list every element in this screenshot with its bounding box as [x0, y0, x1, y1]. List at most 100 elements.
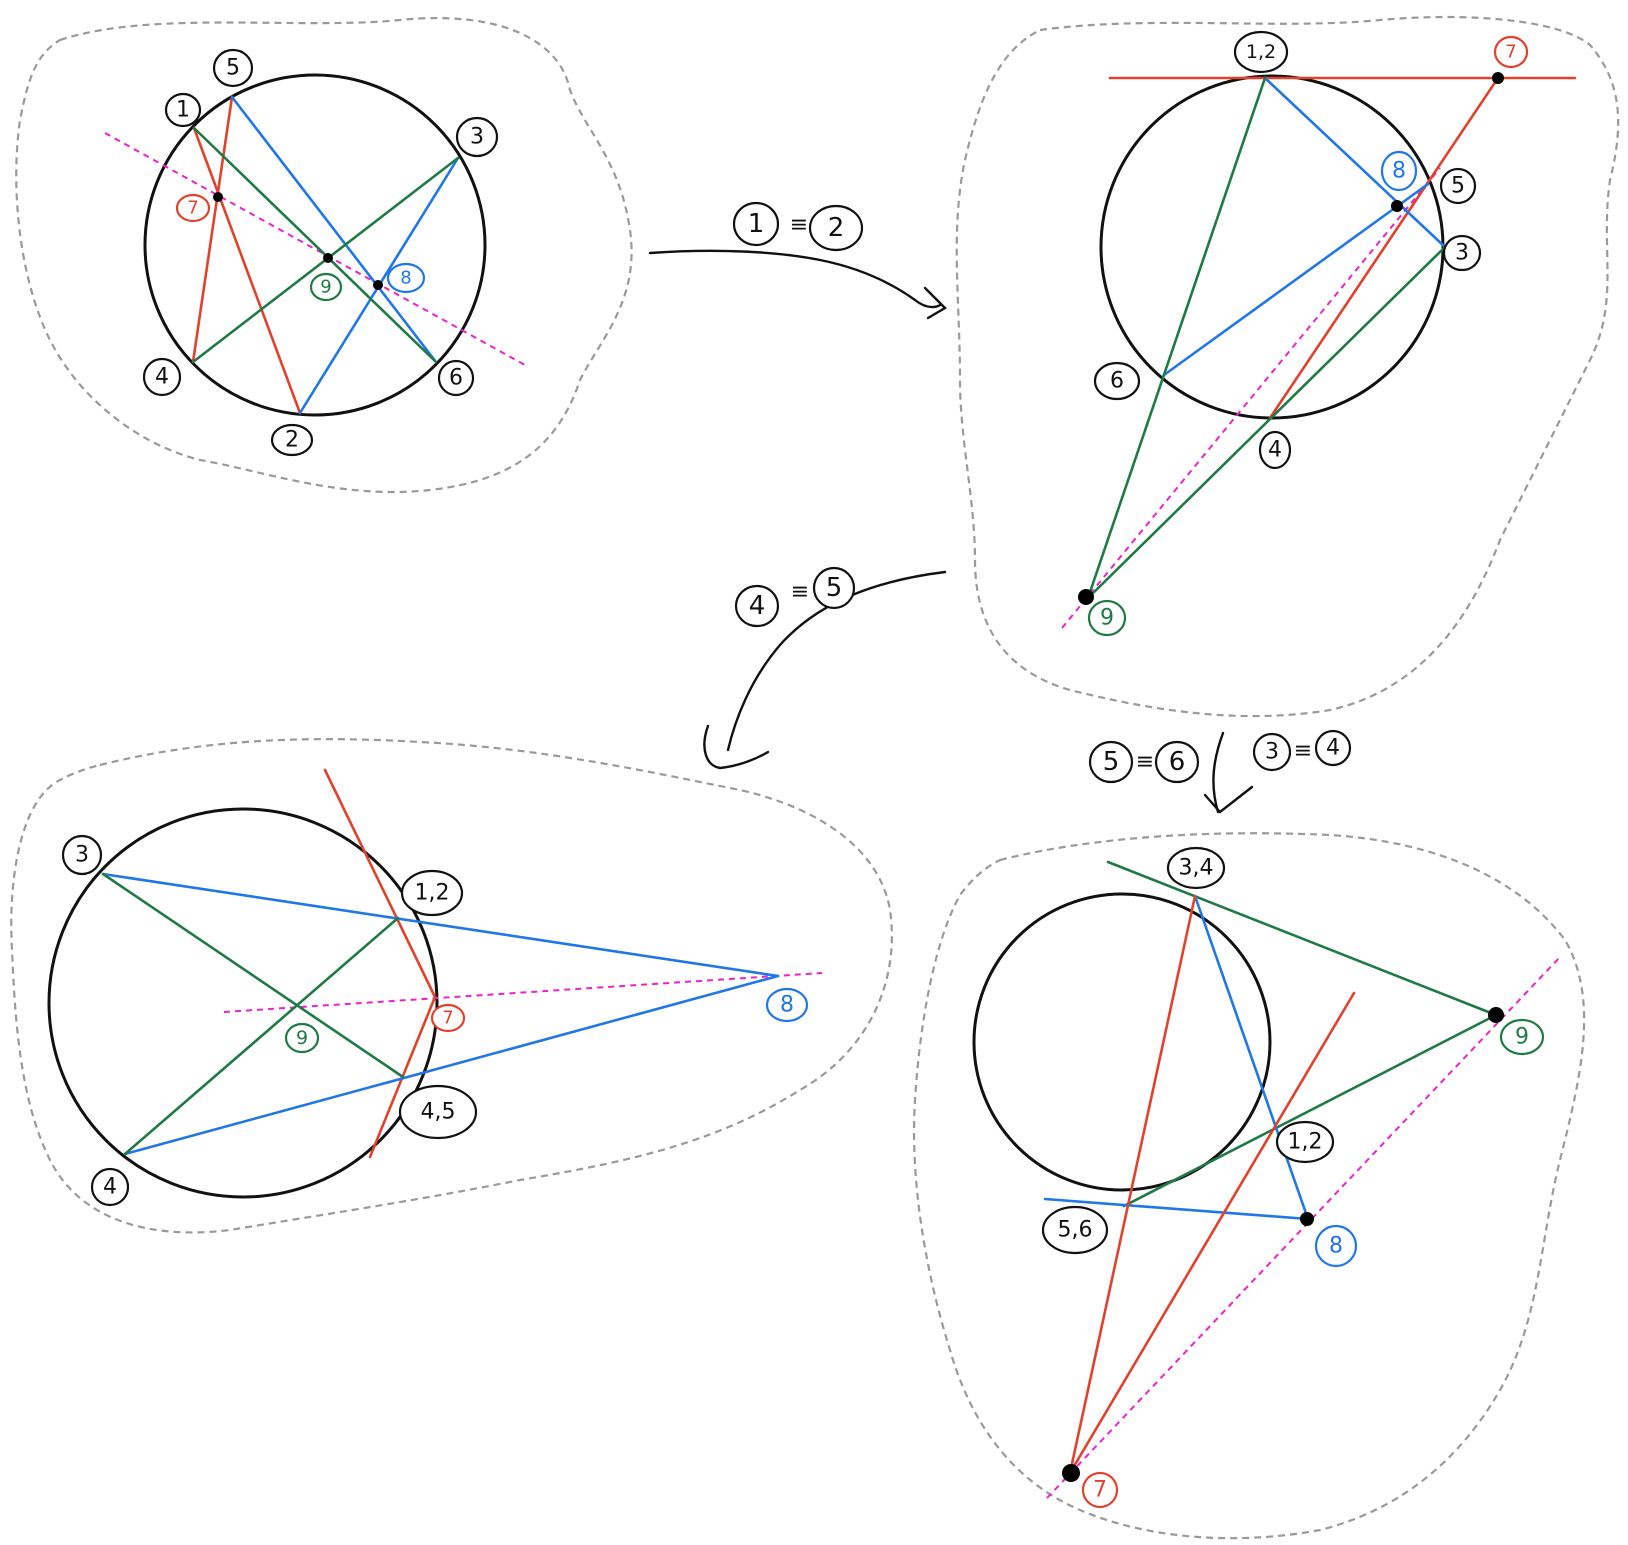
- label-1-2: 1,2: [1233, 30, 1289, 74]
- transition-1-2: 1 ≡ 2: [648, 201, 947, 320]
- panel-bottom-right-pascal-line: [1046, 955, 1562, 1499]
- svg-text:6: 6: [449, 366, 463, 391]
- panel-top-right-pascal-line: [1061, 167, 1441, 629]
- label-3-4: 3,4: [1166, 846, 1226, 890]
- svg-text:4,5: 4,5: [421, 1100, 456, 1125]
- svg-text:7: 7: [187, 198, 198, 219]
- svg-text:7: 7: [1093, 1478, 1107, 1503]
- transition-4-5: 4 ≡ 5: [703, 566, 947, 770]
- panel-top-left: 1 5 3 4 2 6 7 9 8: [15, 16, 633, 494]
- panel-bottom-right-tangent-5-6: [1043, 1197, 1310, 1221]
- svg-text:1,2: 1,2: [1288, 1130, 1323, 1155]
- panel-top-left-point-8: [373, 280, 383, 290]
- panel-top-right-side-1-6: [1086, 76, 1267, 600]
- panel-bottom-left-pascal-line: [223, 972, 823, 1013]
- svg-text:2: 2: [285, 428, 299, 453]
- svg-text:8: 8: [400, 268, 411, 289]
- panel-bottom-right: 3,4 1,2 5,6 9 8 7: [912, 832, 1586, 1540]
- label-9: 9: [1087, 599, 1127, 637]
- label-1-2: 1,2: [1275, 1120, 1335, 1164]
- svg-text:3,4: 3,4: [1179, 856, 1214, 881]
- svg-text:9: 9: [296, 1027, 308, 1049]
- svg-text:4: 4: [103, 1175, 117, 1200]
- label-6: 6: [437, 359, 475, 397]
- svg-text:4: 4: [155, 365, 169, 390]
- svg-text:4: 4: [749, 591, 766, 621]
- label-5: 5: [212, 48, 254, 88]
- panel-top-right-outline: [955, 15, 1620, 718]
- panel-bottom-right-point-9: [1488, 1007, 1504, 1023]
- svg-text:5: 5: [1103, 747, 1120, 777]
- label-1: 1: [164, 92, 202, 128]
- svg-text:5: 5: [226, 56, 240, 81]
- arrow-right-head: [923, 286, 947, 320]
- arrow-down-head: [1203, 785, 1254, 814]
- label-9: 9: [309, 272, 343, 302]
- svg-text:≡: ≡: [790, 213, 808, 238]
- svg-text:3: 3: [75, 843, 89, 868]
- svg-text:8: 8: [1392, 159, 1406, 184]
- panel-bottom-right-point-8: [1300, 1212, 1314, 1226]
- panel-bottom-right-outline: [912, 832, 1586, 1540]
- svg-text:4: 4: [1326, 736, 1340, 761]
- panel-top-left-point-7: [213, 192, 223, 202]
- label-9: 9: [284, 1022, 320, 1054]
- svg-text:≡: ≡: [791, 580, 809, 605]
- panel-top-right-side-5-4: [1268, 76, 1500, 420]
- svg-text:3: 3: [1265, 740, 1279, 765]
- panel-bottom-right-side-6-1: [1122, 1013, 1498, 1208]
- label-3: 3: [1442, 234, 1482, 272]
- svg-text:5: 5: [826, 573, 843, 603]
- label-5-6: 5,6: [1041, 1205, 1109, 1255]
- label-8: 8: [765, 987, 809, 1023]
- label-6: 6: [1093, 361, 1141, 401]
- label-8: 8: [1314, 1224, 1358, 1268]
- panel-bottom-left-side-4-5: [123, 974, 780, 1156]
- label-4: 4: [1258, 430, 1292, 470]
- label-4: 4: [142, 357, 182, 397]
- panel-top-left-side-1-2: [192, 126, 302, 415]
- panel-bottom-right-circle: [972, 892, 1272, 1192]
- panel-top-left-side-5-4: [191, 95, 234, 364]
- label-7: 7: [1493, 35, 1529, 69]
- label-5: 5: [1439, 167, 1477, 205]
- panel-top-right: 1,2 7 8 5 3 6 4 9: [955, 15, 1620, 718]
- label-3: 3: [455, 116, 499, 158]
- svg-text:9: 9: [1100, 606, 1114, 631]
- svg-text:8: 8: [780, 993, 794, 1018]
- svg-text:≡: ≡: [1136, 750, 1154, 775]
- panel-top-right-point-8: [1391, 200, 1403, 212]
- svg-text:6: 6: [1169, 747, 1186, 777]
- label-3: 3: [61, 834, 103, 876]
- eq-3-4: 3 ≡ 4: [1252, 729, 1352, 772]
- panel-top-right-point-7: [1492, 72, 1504, 84]
- svg-text:4: 4: [1268, 438, 1282, 463]
- panel-bottom-right-tangent-1-2: [1068, 991, 1356, 1475]
- panel-top-right-side-5-6: [1162, 182, 1430, 377]
- arrow-curve-left-head: [703, 724, 770, 770]
- transition-5-6-3-4: 5 ≡ 6 3 ≡ 4: [1088, 729, 1352, 814]
- panel-bottom-right-point-7: [1062, 1464, 1080, 1482]
- panel-top-left-circle: [143, 73, 487, 417]
- svg-text:1,2: 1,2: [415, 881, 450, 906]
- label-7: 7: [1081, 1471, 1119, 1509]
- eq-1-2: 1 ≡ 2: [732, 201, 864, 252]
- panel-bottom-left: 3 4 1,2 4,5 7 9 8: [10, 738, 893, 1234]
- panel-bottom-left-circle: [47, 807, 439, 1199]
- svg-text:7: 7: [1505, 42, 1516, 63]
- label-7: 7: [175, 193, 211, 223]
- label-4: 4: [90, 1167, 130, 1207]
- svg-text:1: 1: [748, 209, 765, 239]
- eq-5-6: 5 ≡ 6: [1088, 740, 1200, 784]
- svg-text:1: 1: [176, 98, 190, 123]
- panel-top-right-side-3-4: [1086, 245, 1447, 600]
- label-2: 2: [270, 423, 314, 457]
- panel-top-left-side-1-6: [192, 126, 438, 364]
- panel-bottom-left-side-4-1: [123, 916, 400, 1156]
- panel-top-right-side-2-3: [1263, 76, 1447, 249]
- panel-bottom-left-tangent-1-2: [323, 768, 437, 999]
- panel-bottom-right-side-3-7: [1068, 894, 1197, 1475]
- panel-bottom-left-outline: [10, 738, 893, 1234]
- label-7: 7: [430, 1003, 466, 1033]
